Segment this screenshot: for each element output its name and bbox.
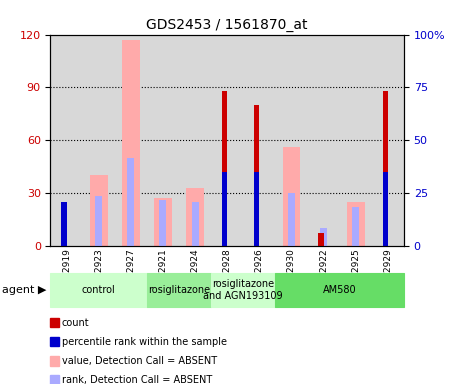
Bar [191,202,199,246]
Bar [383,172,388,246]
Bar [319,233,324,246]
Text: rosiglitazone
and AGN193109: rosiglitazone and AGN193109 [203,279,283,301]
Bar [90,175,107,246]
Bar [222,172,227,246]
Bar [288,193,295,246]
Bar [254,105,259,246]
Bar [352,207,359,246]
Text: percentile rank within the sample: percentile rank within the sample [62,337,227,347]
Text: rank, Detection Call = ABSENT: rank, Detection Call = ABSENT [62,375,212,384]
Bar [159,200,167,246]
Text: control: control [82,285,116,295]
Bar [222,91,227,246]
Text: count: count [62,318,90,328]
Bar [186,188,204,246]
Bar [254,172,259,246]
Bar [62,202,67,246]
Title: GDS2453 / 1561870_at: GDS2453 / 1561870_at [146,18,308,32]
Bar [347,202,364,246]
Bar [154,198,172,246]
Bar [320,228,327,246]
Text: AM580: AM580 [323,285,357,295]
Bar [62,207,67,246]
Text: value, Detection Call = ABSENT: value, Detection Call = ABSENT [62,356,217,366]
Text: agent ▶: agent ▶ [1,285,46,295]
Text: rosiglitazone: rosiglitazone [148,285,210,295]
Bar [95,197,102,246]
Bar [283,147,300,246]
Bar [122,40,140,246]
Bar [127,158,134,246]
Bar [383,91,388,246]
